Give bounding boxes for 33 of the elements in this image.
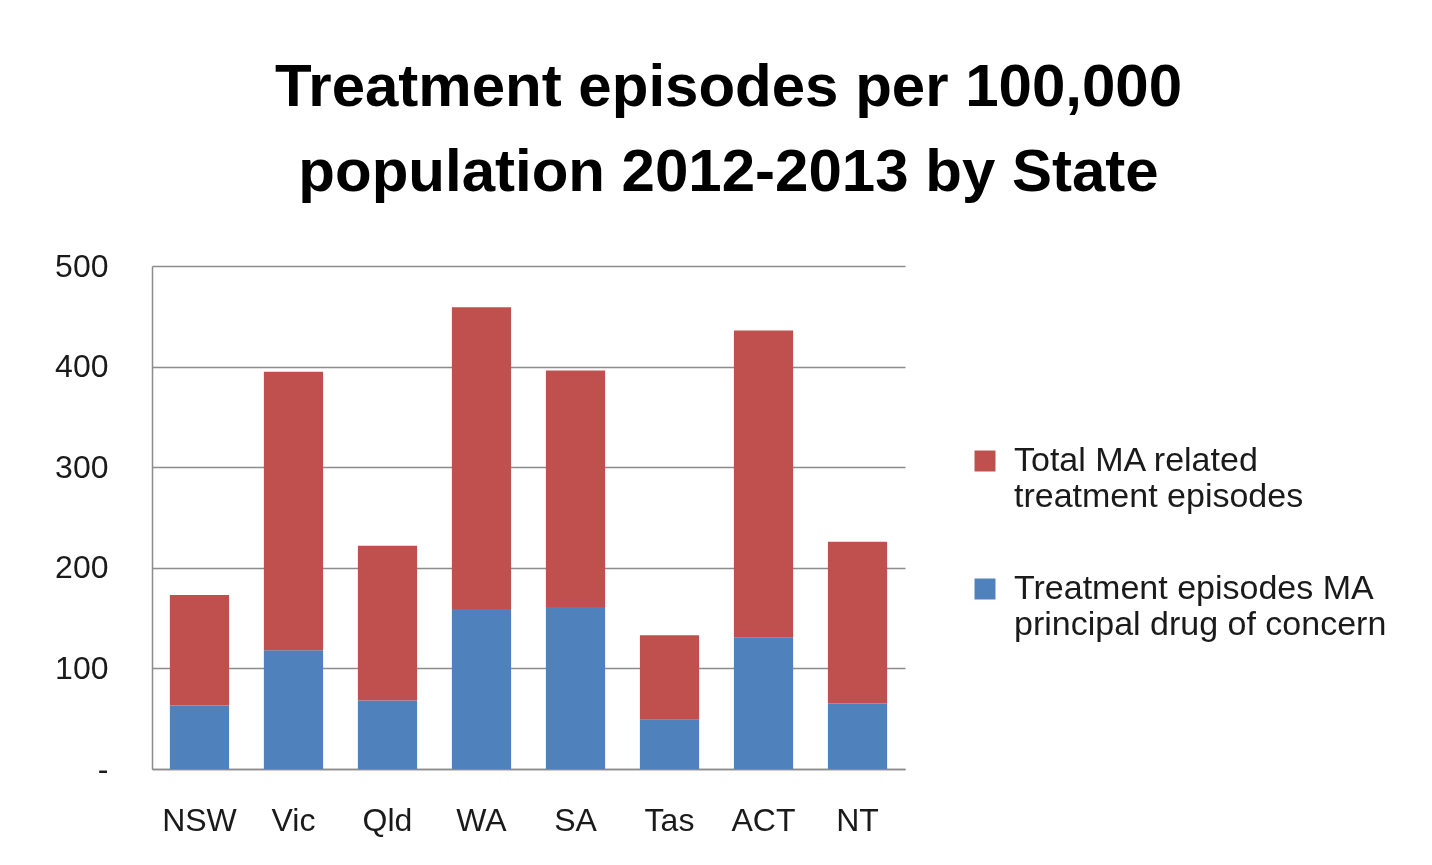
bar — [545, 370, 606, 608]
x-tick-label: Vic — [271, 801, 316, 838]
bar — [733, 637, 794, 769]
bar — [827, 703, 888, 769]
bar — [733, 330, 794, 638]
y-tick-label: 400 — [55, 348, 109, 385]
y-tick-label: 300 — [55, 448, 109, 485]
y-tick-label: - — [97, 750, 109, 787]
bar — [639, 719, 700, 769]
x-tick-label: WA — [456, 801, 508, 838]
bar — [357, 700, 418, 769]
y-tick-label: 100 — [55, 649, 109, 686]
bar — [169, 594, 230, 706]
bar — [263, 371, 324, 651]
bar — [639, 635, 700, 720]
x-tick-label: ACT — [731, 801, 796, 838]
bar — [451, 307, 512, 610]
y-tick-label: 500 — [55, 247, 109, 284]
bar — [263, 650, 324, 769]
chart-title: Treatment episodes per 100,000 population 2012-2013 by State — [274, 52, 1183, 204]
bar — [827, 541, 888, 704]
bar — [451, 609, 512, 769]
x-tick-label: SA — [554, 801, 598, 838]
x-tick-label: NT — [836, 801, 879, 838]
bar — [169, 705, 230, 769]
x-tick-label: Qld — [362, 801, 413, 838]
y-tick-label: 200 — [55, 549, 109, 586]
x-tick-label: Tas — [644, 801, 695, 838]
x-tick-label: NSW — [162, 801, 238, 838]
legend-label: Total MA related treatment episodes — [1014, 440, 1304, 514]
bar — [545, 607, 606, 769]
bar — [357, 545, 418, 701]
legend-label: Treatment episodes MA principal drug of concern — [1014, 568, 1387, 642]
